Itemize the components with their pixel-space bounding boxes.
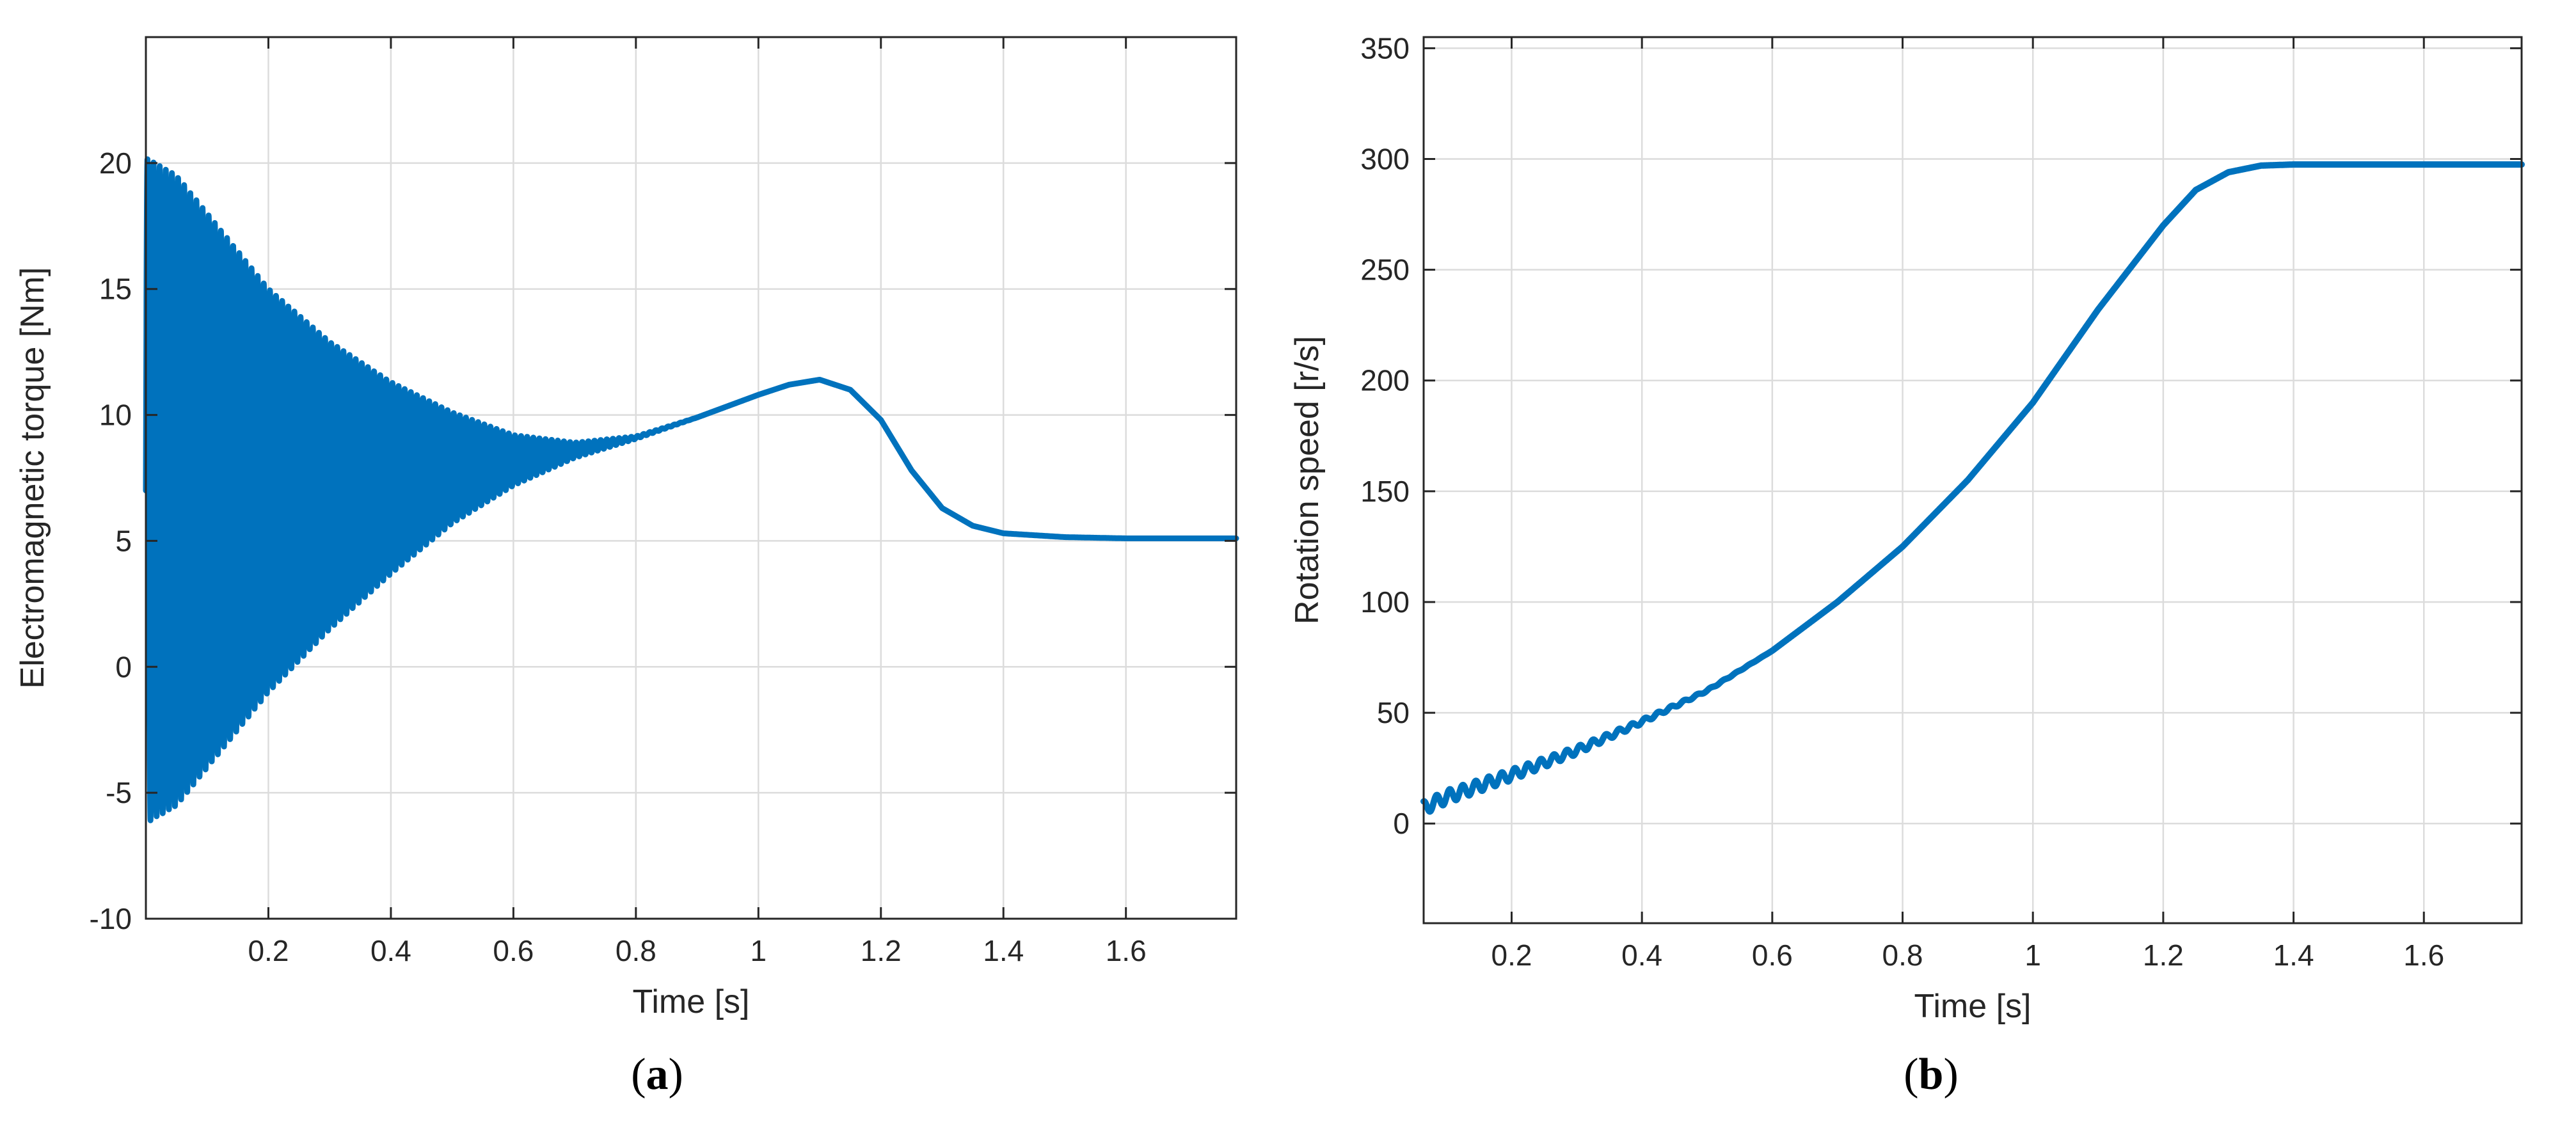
- panel-b-caption: (b): [1904, 1050, 1959, 1099]
- x-tick-label: 1.4: [983, 934, 1024, 967]
- torque-x-ticks: 0.2 0.4 0.6 0.8 1 1.2 1.4 1.6: [248, 37, 1147, 967]
- y-tick-label: 350: [1360, 31, 1410, 65]
- panel-a-letter: a: [646, 1050, 669, 1099]
- speed-y-axis-label: Rotation speed [r/s]: [1289, 336, 1326, 624]
- x-tick-label: 1.6: [1106, 934, 1147, 967]
- torque-y-ticks: -10 -5 0 5 10 15 20: [90, 147, 1236, 935]
- y-tick-label: 250: [1360, 253, 1410, 287]
- speed-x-axis-label: Time [s]: [1914, 988, 2031, 1025]
- y-tick-label: 100: [1360, 585, 1410, 619]
- x-tick-label: 1.6: [2403, 939, 2444, 972]
- panel-b-letter: b: [1918, 1050, 1944, 1099]
- y-tick-label: -10: [90, 902, 132, 935]
- torque-line: [143, 156, 1239, 823]
- speed-chart: 0.2 0.4 0.6 0.8 1 1.2 1.4 1.6 0 50 100 150 200 250 30…: [1289, 31, 2525, 1025]
- speed-y-ticks: 0 50 100 150 200 250 300 350: [1360, 31, 2522, 840]
- x-tick-label: 0.6: [1752, 939, 1793, 972]
- x-tick-label: 0.8: [616, 934, 656, 967]
- speed-grid: [1424, 37, 2522, 923]
- x-tick-label: 0.2: [1491, 939, 1532, 972]
- speed-plot-frame: [1422, 36, 2523, 924]
- y-tick-label: 0: [1393, 807, 1410, 840]
- x-tick-label: 0.8: [1882, 939, 1923, 972]
- y-tick-label: 20: [99, 147, 132, 180]
- x-tick-label: 1.2: [861, 934, 902, 967]
- x-tick-label: 0.6: [493, 934, 534, 967]
- x-tick-label: 1.4: [2273, 939, 2314, 972]
- x-tick-label: 0.4: [1621, 939, 1662, 972]
- x-tick-label: 1: [751, 934, 767, 967]
- x-tick-label: 0.4: [370, 934, 411, 967]
- y-tick-label: 5: [115, 524, 132, 557]
- y-tick-label: 150: [1360, 475, 1410, 508]
- speed-line: [1420, 161, 2525, 815]
- torque-y-axis-label: Electromagnetic torque [Nm]: [14, 267, 51, 689]
- y-tick-label: 200: [1360, 364, 1410, 397]
- y-tick-label: 50: [1377, 696, 1410, 729]
- speed-x-ticks: 0.2 0.4 0.6 0.8 1 1.2 1.4 1.6: [1491, 37, 2444, 972]
- x-tick-label: 1: [2024, 939, 2041, 972]
- y-tick-label: 300: [1360, 142, 1410, 175]
- y-tick-label: -5: [106, 776, 132, 809]
- y-tick-label: 0: [115, 650, 132, 683]
- torque-chart: 0.2 0.4 0.6 0.8 1 1.2 1.4 1.6 -10 -5 0 5 10 15 20 Tim…: [14, 36, 1239, 1020]
- panel-a-caption: (a): [631, 1050, 683, 1099]
- y-tick-label: 15: [99, 273, 132, 306]
- torque-plot-frame: [145, 36, 1237, 920]
- x-tick-label: 1.2: [2143, 939, 2184, 972]
- y-tick-label: 10: [99, 399, 132, 432]
- torque-x-axis-label: Time [s]: [633, 983, 750, 1020]
- x-tick-label: 0.2: [248, 934, 289, 967]
